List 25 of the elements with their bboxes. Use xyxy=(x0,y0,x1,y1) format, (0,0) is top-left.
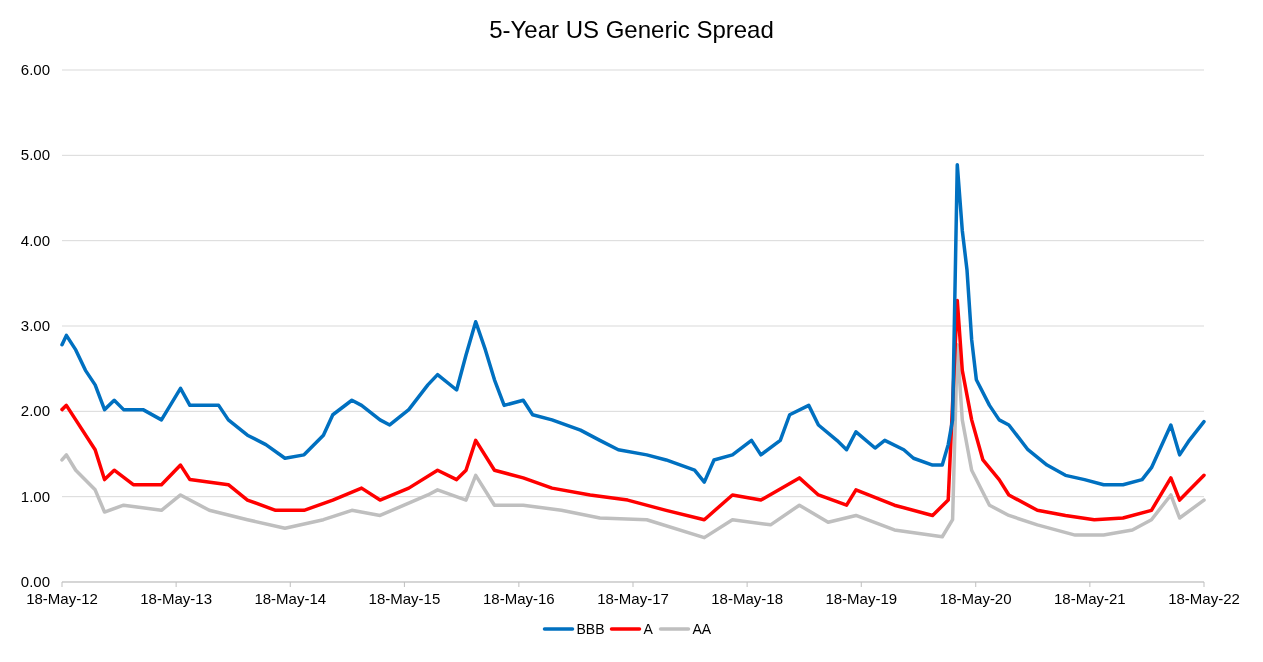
x-tick-label: 18-May-21 xyxy=(1054,590,1126,607)
y-tick-label: 6.00 xyxy=(20,61,50,78)
x-tick-label: 18-May-18 xyxy=(711,590,783,607)
y-tick-label: 2.00 xyxy=(20,402,50,420)
x-tick-label: 18-May-16 xyxy=(483,590,555,607)
x-tick-label: 18-May-12 xyxy=(26,590,98,607)
x-tick-label: 18-May-22 xyxy=(1168,590,1240,607)
y-tick-label: 0.00 xyxy=(20,573,50,590)
legend-label: AA xyxy=(692,621,712,637)
x-tick-label: 18-May-13 xyxy=(140,590,212,607)
x-tick-label: 18-May-15 xyxy=(368,590,441,607)
line-series xyxy=(60,343,1206,540)
y-tick-label: 3.00 xyxy=(20,317,50,334)
line-series xyxy=(60,298,1206,522)
x-tick-label: 18-May-20 xyxy=(939,590,1012,607)
x-tick-label: 18-May-19 xyxy=(825,590,898,607)
y-tick-label: 5.00 xyxy=(20,146,50,164)
legend-label: A xyxy=(643,621,654,637)
line-series xyxy=(60,162,1206,487)
x-tick-label: 18-May-14 xyxy=(254,590,327,607)
legend-label: BBB xyxy=(576,621,605,637)
chart-title: 5-Year US Generic Spread xyxy=(489,16,774,43)
y-tick-label: 1.00 xyxy=(20,487,50,505)
y-tick-label: 4.00 xyxy=(20,231,50,249)
x-tick-label: 18-May-17 xyxy=(597,590,669,607)
